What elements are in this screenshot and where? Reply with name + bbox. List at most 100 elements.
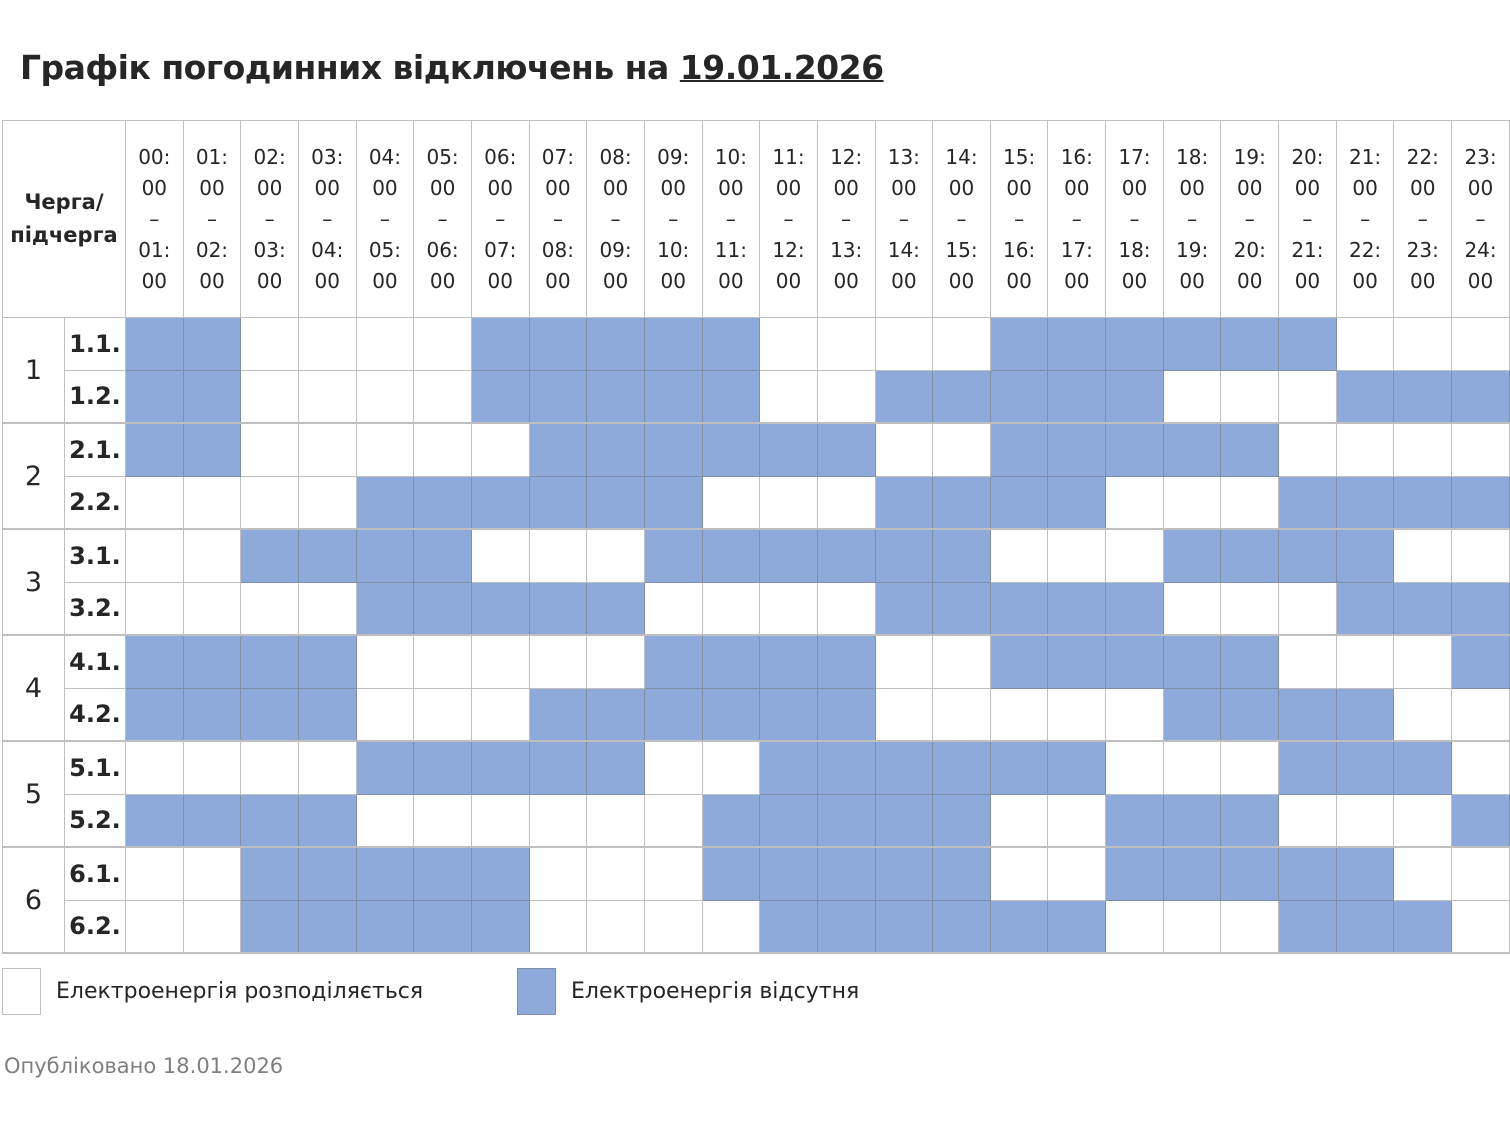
cell-outage xyxy=(1220,422,1280,477)
cell-outage xyxy=(643,317,703,371)
cell-outage xyxy=(932,740,991,795)
cell-power xyxy=(413,687,472,742)
hour-header-part: 00 xyxy=(1121,175,1148,200)
cell-power xyxy=(874,687,934,742)
cell-outage xyxy=(989,899,1049,954)
cell-outage xyxy=(240,528,299,583)
cell-power xyxy=(413,369,472,424)
cell-outage xyxy=(1105,581,1164,636)
cell-outage xyxy=(932,899,991,954)
hour-header-part: 11: xyxy=(714,237,747,262)
hour-header-part: – xyxy=(783,206,794,231)
cell-power xyxy=(297,740,357,795)
cell-outage xyxy=(586,581,645,636)
cell-outage xyxy=(297,687,357,742)
hour-header-part: – xyxy=(1129,206,1140,231)
cell-power xyxy=(1451,846,1510,901)
hour-header-part: – xyxy=(437,206,448,231)
hour-header-part: 00 xyxy=(891,268,917,293)
cell-power xyxy=(297,369,357,424)
hour-header: 18: 00 – 19: 00 xyxy=(1162,120,1222,318)
cell-outage xyxy=(240,687,299,742)
cell-power xyxy=(1335,422,1395,477)
cell-outage xyxy=(1047,581,1107,636)
cell-outage xyxy=(874,793,934,848)
cell-outage xyxy=(1335,846,1395,901)
cell-power xyxy=(1278,369,1337,424)
cell-power xyxy=(816,475,876,530)
hour-header: 13: 00 – 14: 00 xyxy=(874,120,934,318)
cell-outage xyxy=(124,687,184,742)
hour-header: 07: 00 – 08: 00 xyxy=(528,120,588,318)
cell-outage xyxy=(413,846,472,901)
cell-outage xyxy=(1393,581,1453,636)
hour-header-part: 00 xyxy=(1179,175,1205,200)
hour-header-part: 02: xyxy=(195,237,229,262)
cell-outage xyxy=(1162,793,1222,848)
cell-outage xyxy=(1047,899,1107,954)
hour-header-part: 00 xyxy=(660,268,686,293)
subqueue-label: 4.2. xyxy=(63,687,126,742)
cell-outage xyxy=(1105,634,1164,689)
cell-outage xyxy=(470,899,530,954)
cell-outage xyxy=(759,846,818,901)
cell-outage xyxy=(1335,581,1395,636)
hour-header: 20: 00 – 21: 00 xyxy=(1278,120,1337,318)
cell-power xyxy=(586,846,645,901)
cell-power xyxy=(124,740,184,795)
hour-header-part: 00 xyxy=(775,175,802,200)
cell-power xyxy=(355,687,415,742)
published-note: Опубліковано 18.01.2026 xyxy=(4,1054,284,1078)
cell-power xyxy=(989,846,1049,901)
subqueue-label: 2.1. xyxy=(63,422,126,477)
cell-power xyxy=(701,899,761,954)
cell-outage xyxy=(470,475,530,530)
cell-outage xyxy=(182,369,242,424)
hour-header-part: 00 xyxy=(256,268,283,293)
cell-outage xyxy=(932,846,991,901)
cell-outage xyxy=(240,634,299,689)
subqueue-label: 1.2. xyxy=(63,369,126,424)
cell-power xyxy=(355,317,415,371)
cell-power xyxy=(413,317,472,371)
hour-header-part: – xyxy=(1071,206,1082,231)
cell-power xyxy=(240,369,299,424)
cell-outage xyxy=(1047,422,1107,477)
cell-power xyxy=(1451,422,1510,477)
hour-header-part: 00 xyxy=(199,268,225,293)
cell-power xyxy=(297,475,357,530)
cell-power xyxy=(1220,369,1280,424)
hour-header-part: 18: xyxy=(1176,144,1209,169)
cell-power xyxy=(1335,634,1395,689)
schedule-table: Черга/підчерга 00: 00–01: 00 01: 00–02: 00 02:… xyxy=(2,120,1510,954)
cell-outage xyxy=(989,634,1049,689)
hour-header-part: 12: xyxy=(772,237,805,262)
cell-outage xyxy=(1278,475,1337,530)
cell-outage xyxy=(528,369,588,424)
hour-header-part: 14: xyxy=(945,144,978,169)
cell-outage xyxy=(701,369,761,424)
hour-header: 11: 00 – 12: 00 xyxy=(759,120,818,318)
cell-outage xyxy=(528,422,588,477)
title-date: 19.01.2026 xyxy=(679,48,884,87)
cell-outage xyxy=(816,528,876,583)
cell-power xyxy=(182,899,242,954)
hour-header-part: 01: xyxy=(195,144,229,169)
cell-outage xyxy=(816,793,876,848)
hour-header-part: 04: xyxy=(311,237,344,262)
cell-outage xyxy=(124,369,184,424)
hour-header-part: 18: xyxy=(1118,237,1151,262)
cell-outage xyxy=(240,846,299,901)
cell-power xyxy=(816,581,876,636)
cell-power xyxy=(1047,793,1107,848)
cell-outage xyxy=(759,634,818,689)
cell-outage xyxy=(1335,369,1395,424)
cell-outage xyxy=(1047,740,1107,795)
cell-outage xyxy=(297,899,357,954)
cell-outage xyxy=(586,369,645,424)
cell-outage xyxy=(586,475,645,530)
hour-header-part: 09: xyxy=(599,237,632,262)
cell-outage xyxy=(816,687,876,742)
hour-header-part: 11: xyxy=(772,144,805,169)
cell-outage xyxy=(124,422,184,477)
